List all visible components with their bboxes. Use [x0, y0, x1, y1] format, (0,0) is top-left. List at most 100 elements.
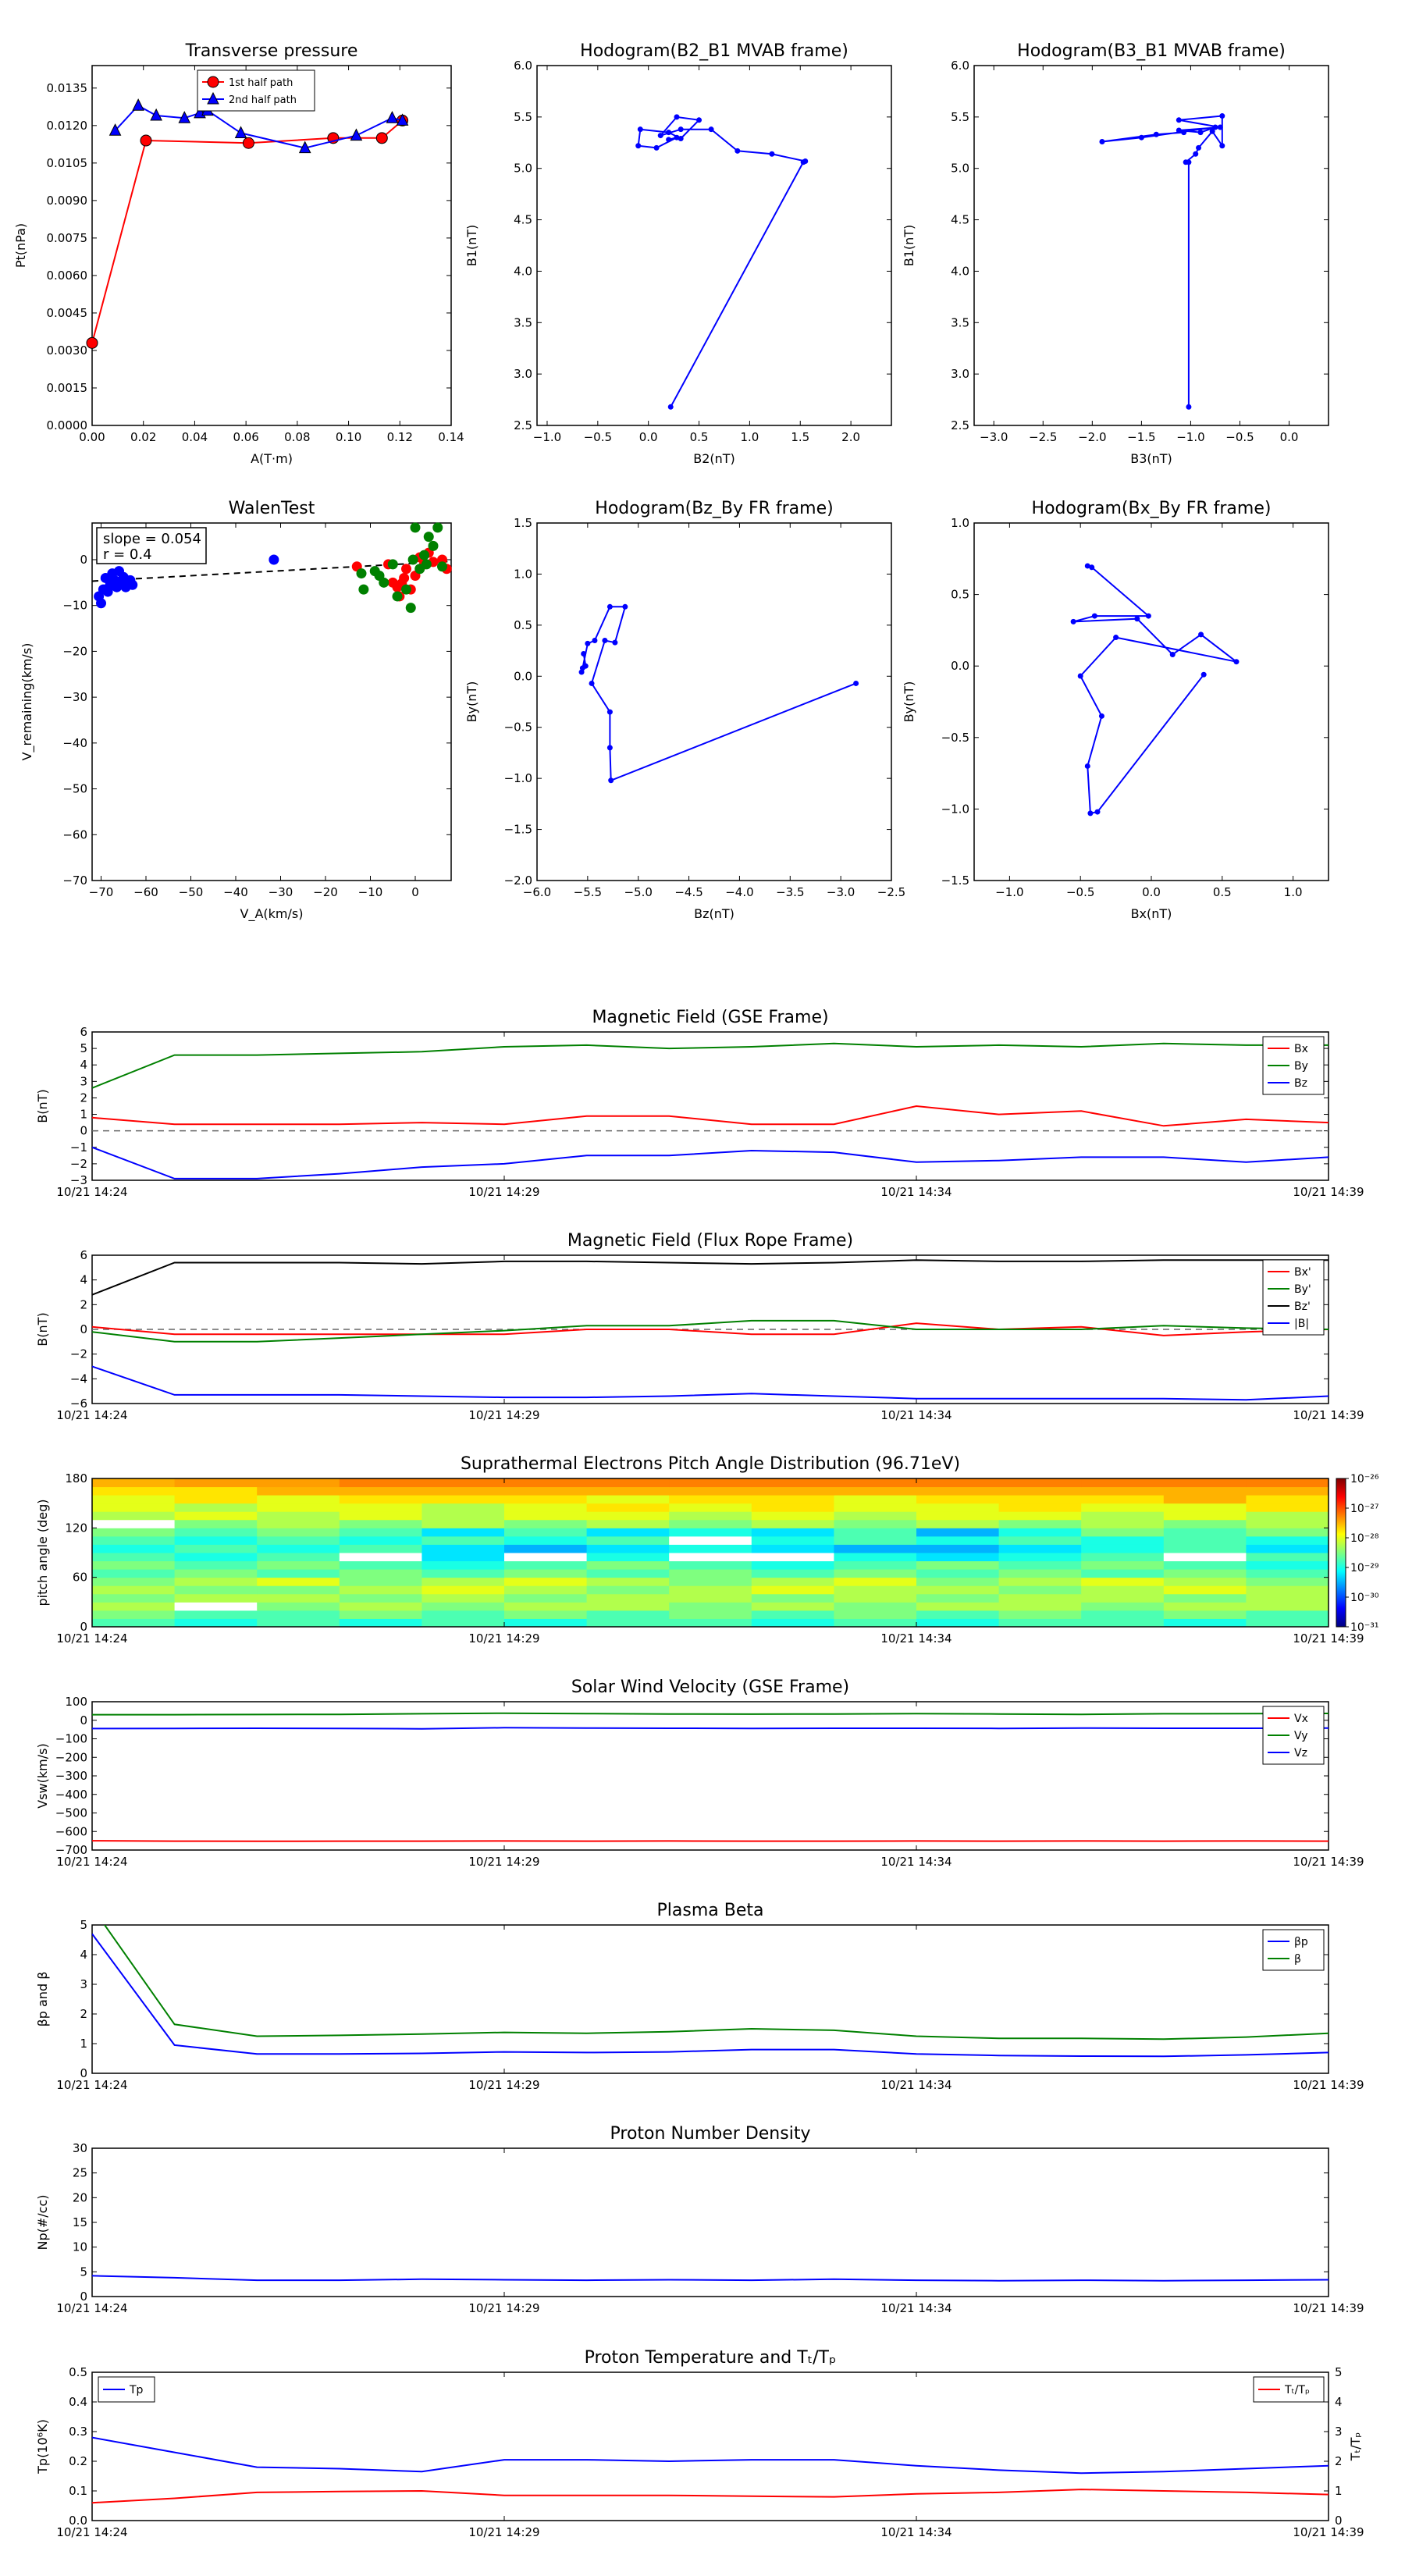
hodo4-point: [1200, 671, 1207, 678]
pad-cell: [92, 1569, 176, 1578]
pad-cell: [1163, 1577, 1247, 1586]
hodo2-point: [1212, 124, 1218, 130]
hodo3-chart: Hodogram(Bz_By FR frame) −6.0 −5.5 −5.0 −4.5…: [464, 499, 905, 921]
hodo2-ytick-label: 5.0: [951, 162, 969, 176]
pad-cell: [998, 1602, 1082, 1611]
pad-cell: [586, 1593, 670, 1603]
pad-cell: [669, 1503, 752, 1512]
vsw-xtick-label: 10/21 14:34: [880, 1855, 951, 1869]
bfr-ytick-label: −2: [70, 1347, 87, 1361]
pad-cell: [998, 1618, 1082, 1628]
hodo2-ytick-label: 4.0: [951, 264, 969, 278]
hodo4-point: [1233, 659, 1240, 665]
bfr-ytick-label: −4: [70, 1372, 87, 1386]
beta-legend-box: [1262, 1929, 1325, 1971]
beta-plot-frame: [91, 1924, 1329, 2074]
tp-ytick-label-right: 1: [1335, 2484, 1343, 2498]
hodo1-point: [802, 158, 809, 164]
pt-legend-label: 2nd half path: [229, 94, 297, 106]
pad-cell: [834, 1577, 917, 1586]
beta-ytick-label: 5: [80, 1918, 87, 1932]
hodo2-ytick-label: 2.5: [951, 418, 969, 432]
hodo3-xtick-label: −2.5: [877, 885, 905, 899]
pad-chart: Suprathermal Electrons Pitch Angle Distr…: [35, 1454, 1379, 1646]
beta-series-line: [92, 1933, 1329, 2058]
pad-cell: [422, 1511, 505, 1521]
pad-cell: [339, 1486, 422, 1496]
hodo3-xlabel: Bz(nT): [694, 906, 735, 921]
pt-title: Transverse pressure: [185, 41, 358, 61]
pad-cell: [504, 1610, 588, 1619]
tp-series-line: [92, 2489, 1329, 2504]
hodo2-point: [1181, 130, 1187, 136]
pad-cell: [916, 1478, 1000, 1488]
tp-legend-label: Tp: [129, 2384, 144, 2396]
pad-cell: [339, 1593, 422, 1603]
walen-ytick-label: −10: [62, 599, 87, 613]
bfr-series-line: [92, 1319, 1329, 1343]
bgse-xtick-label: 10/21 14:39: [1293, 1185, 1364, 1199]
vsw-ytick-label: −200: [55, 1750, 87, 1764]
vsw-series-group: [92, 1712, 1329, 1842]
pad-cell: [339, 1569, 422, 1578]
pad-cell: [1081, 1585, 1165, 1595]
hodo3-point: [589, 680, 595, 686]
hodo2-ytick-label: 3.5: [951, 315, 969, 329]
hodo4-xtick-label: −0.5: [1066, 885, 1094, 899]
pad-cell: [998, 1569, 1082, 1578]
hodo4-ytick-label: 0.5: [951, 588, 969, 602]
pad-cell: [339, 1478, 422, 1488]
walen-point: [114, 576, 124, 587]
pad-cell: [92, 1560, 176, 1570]
pad-cell: [504, 1569, 588, 1578]
hodo4-point: [1084, 563, 1090, 569]
pt-ylabel: Pt(nPa): [13, 223, 28, 268]
pad-cell: [751, 1478, 834, 1488]
pt-ytick-label: 0.0015: [47, 381, 88, 395]
pad-cell: [1081, 1610, 1165, 1619]
bgse-ytick-label: 3: [80, 1074, 87, 1088]
pad-cell: [504, 1577, 588, 1586]
beta-legend-label: β: [1294, 1953, 1301, 1966]
pad-cell: [916, 1495, 1000, 1504]
tp-ytick-label: 0.4: [69, 2395, 87, 2409]
hodo1-xtick-label: 2.0: [841, 430, 860, 444]
pt-xtick-label: 0.00: [79, 430, 105, 444]
tp-ytick-label-right: 5: [1335, 2365, 1343, 2379]
pad-cell: [422, 1577, 505, 1586]
walen-point: [94, 591, 105, 602]
pad-cell: [422, 1503, 505, 1512]
pad-cell: [751, 1544, 834, 1553]
bfr-legend-label: Bx': [1294, 1266, 1311, 1279]
pad-cell: [1081, 1478, 1165, 1488]
walen-xtick-label: −20: [313, 885, 338, 899]
hodo1-point: [653, 144, 660, 151]
vsw-xtick-label: 10/21 14:29: [468, 1855, 539, 1869]
hodo3-xtick-label: −5.0: [624, 885, 652, 899]
pad-cell: [586, 1544, 670, 1553]
walen-point: [423, 532, 434, 543]
pad-cell: [1081, 1544, 1165, 1553]
pad-cell: [669, 1486, 752, 1496]
pad-cell: [834, 1544, 917, 1553]
pad-cell: [422, 1585, 505, 1595]
beta-ytick-label: 4: [80, 1948, 87, 1962]
pad-cell: [669, 1553, 752, 1562]
hodo4-point: [1145, 613, 1151, 619]
pad-cell: [422, 1535, 505, 1545]
bfr-series-group: [92, 1259, 1329, 1401]
tp-ytick-label-right: 0: [1335, 2514, 1343, 2528]
bfr-ylabel: B(nT): [35, 1312, 50, 1346]
beta-xtick-label: 10/21 14:29: [468, 2078, 539, 2092]
pad-cell: [257, 1478, 340, 1488]
pad-cell: [1081, 1569, 1165, 1578]
bgse-xtick-label: 10/21 14:24: [56, 1185, 127, 1199]
np-plot-frame: [91, 2147, 1329, 2297]
hodo1-xtick-label: 0.5: [690, 430, 709, 444]
pad-cell: [916, 1519, 1000, 1528]
pad-cell: [669, 1577, 752, 1586]
hodo1-xtick-label: −0.5: [584, 430, 612, 444]
hodo1-ytick-label: 4.5: [514, 213, 532, 227]
pad-cell: [92, 1577, 176, 1586]
